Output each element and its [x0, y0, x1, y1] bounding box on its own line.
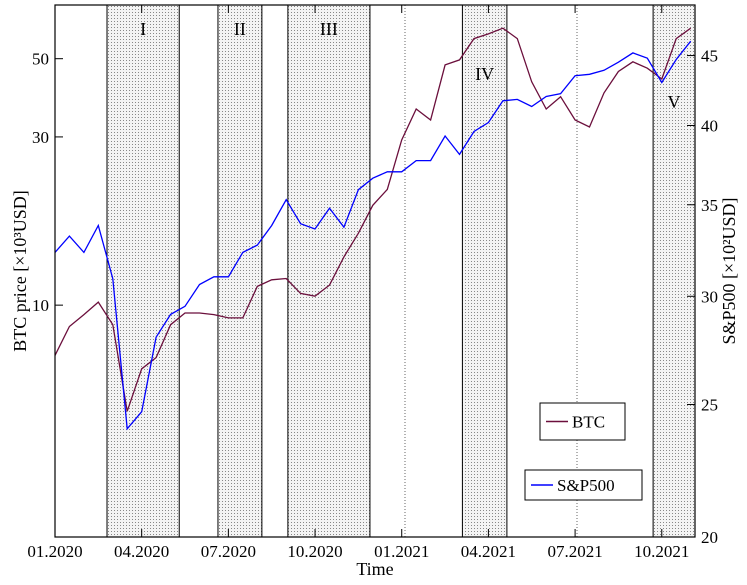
x-tick-label: 10.2021: [634, 542, 689, 561]
x-tick-label: 07.2021: [547, 542, 602, 561]
y2-axis-label: S&P500 [×10²USD]: [719, 197, 739, 344]
y2-tick-label: 35: [701, 196, 718, 215]
x-tick-label: 01.2020: [27, 542, 82, 561]
x-tick-label: 04.2020: [114, 542, 169, 561]
region-label: I: [140, 19, 146, 39]
y2-tick-label: 20: [701, 528, 718, 547]
region: [652, 4, 696, 538]
x-tick-label: 01.2021: [374, 542, 429, 561]
region-label: V: [668, 92, 681, 112]
plot-frame: [54, 4, 696, 538]
x-tick-label: 07.2020: [201, 542, 256, 561]
y-tick-label: 50: [32, 50, 49, 69]
y2-tick-label: 45: [701, 47, 718, 66]
y2-tick-label: 40: [701, 116, 718, 135]
x-axis-label: Time: [356, 559, 393, 579]
region-label: IV: [475, 64, 494, 84]
series-line: [54, 27, 692, 412]
series-line: [54, 40, 692, 431]
y2-tick-label: 25: [701, 396, 718, 415]
x-tick-label: 10.2020: [287, 542, 342, 561]
y-axis-label: BTC price [×10³USD]: [10, 190, 30, 352]
region-label: III: [320, 19, 338, 39]
legend-box: [524, 469, 643, 501]
y-tick-label: 30: [32, 128, 49, 147]
legend-label: BTC: [572, 413, 605, 432]
legend-label: S&P500: [557, 476, 615, 495]
region: [217, 4, 263, 538]
region: [106, 4, 180, 538]
region-label: II: [234, 19, 246, 39]
y-tick-label: 10: [32, 296, 49, 315]
x-tick-label: 04.2021: [461, 542, 516, 561]
region: [461, 4, 508, 538]
y2-tick-label: 30: [701, 287, 718, 306]
region: [287, 4, 371, 538]
